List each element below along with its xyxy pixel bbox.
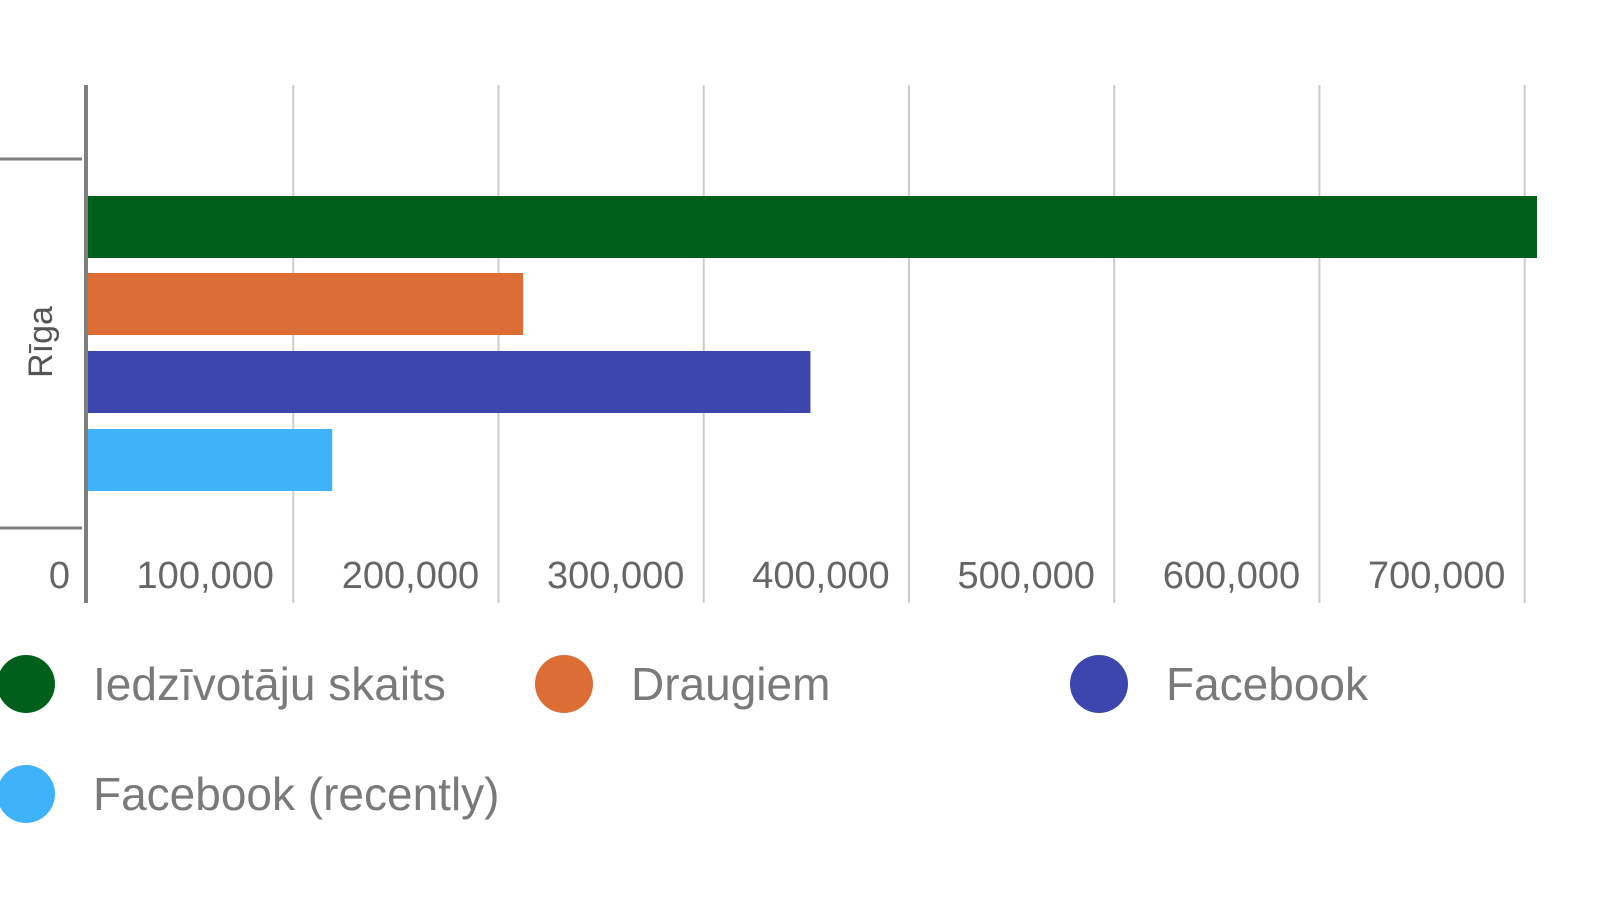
legend-item-draugiem[interactable]: Draugiem: [535, 655, 830, 713]
legend: Iedzīvotāju skaits Draugiem Facebook Fac…: [0, 650, 1600, 890]
x-tick-label: 600,000: [1163, 555, 1300, 597]
gridlines: [292, 85, 1526, 603]
bar-chart: 0 100,000 200,000 300,000 400,000 500,000 600,…: [0, 85, 1537, 603]
x-tick-labels: 0 100,000 200,000 300,000 400,000 500,000 600,…: [49, 555, 1506, 597]
legend-item-iedzivotaju[interactable]: Iedzīvotāju skaits: [0, 655, 446, 713]
x-tick-label: 0: [49, 555, 70, 597]
legend-swatch: [535, 655, 593, 713]
category-label: Rīga: [22, 306, 60, 378]
bar-facebook[interactable]: [88, 351, 811, 413]
legend-label: Draugiem: [631, 658, 831, 710]
legend-item-facebook-recently[interactable]: Facebook (recently): [0, 765, 500, 823]
bar-iedz-vot-ju-skaits[interactable]: [88, 196, 1537, 258]
x-tick-label: 300,000: [547, 555, 684, 597]
x-tick-label: 400,000: [752, 555, 889, 597]
legend-label: Facebook (recently): [93, 768, 500, 820]
legend-swatch: [0, 655, 55, 713]
x-tick-label: 200,000: [342, 555, 479, 597]
legend-swatch: [1070, 655, 1128, 713]
legend-label: Facebook: [1166, 658, 1369, 710]
x-tick-label: 100,000: [137, 555, 274, 597]
x-tick-label: 500,000: [958, 555, 1095, 597]
bars: [88, 196, 1537, 491]
bar-draugiem[interactable]: [88, 273, 524, 335]
legend-label: Iedzīvotāju skaits: [93, 658, 446, 710]
legend-swatch: [0, 765, 55, 823]
legend-item-facebook[interactable]: Facebook: [1070, 655, 1368, 713]
axes: [0, 85, 88, 603]
bar-facebook-recently[interactable]: [88, 429, 333, 491]
x-tick-label: 700,000: [1368, 555, 1505, 597]
